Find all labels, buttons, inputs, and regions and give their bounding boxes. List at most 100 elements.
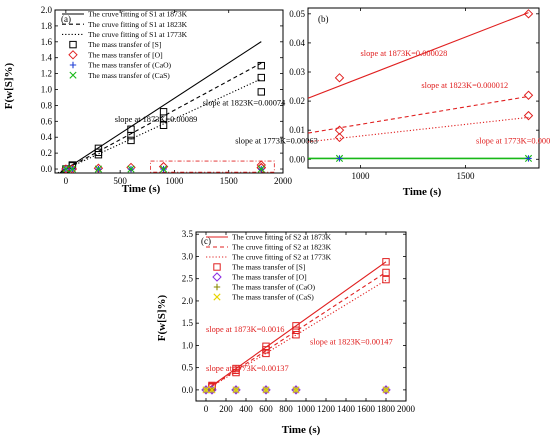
legend-marker xyxy=(69,61,77,69)
y-tick-label: 0.4 xyxy=(41,132,53,142)
y-tick-label: 1.2 xyxy=(41,69,52,79)
y-tick-label: 0.04 xyxy=(289,38,305,48)
x-tick-label: 1500 xyxy=(220,176,239,186)
fit-line xyxy=(308,95,529,134)
y-tick-label: 1.4 xyxy=(41,53,53,63)
data-point-plus xyxy=(525,155,532,162)
y-tick-label: 0.8 xyxy=(41,100,53,110)
y-tick-label: 0.05 xyxy=(289,9,305,19)
legend-label: The cruve fitting of S1 at 1873K xyxy=(88,10,188,19)
slope-annotation: slope at 1773K=0.00063 xyxy=(235,137,318,146)
data-point-plus xyxy=(336,155,343,162)
data-point-square xyxy=(127,131,135,140)
data-point-x xyxy=(159,165,168,173)
legend-marker xyxy=(213,293,221,301)
legend-label: The cruve fitting of S1 at 1773K xyxy=(88,30,188,39)
x-tick-label: 200 xyxy=(219,404,233,414)
data-point-x xyxy=(127,165,135,173)
y-tick-label: 0.02 xyxy=(289,96,305,106)
x-tick-label: 400 xyxy=(239,404,253,414)
data-point-diamond xyxy=(523,110,534,121)
slope-annotation: slope at 1873K=0.0016 xyxy=(206,325,284,334)
data-point-x xyxy=(68,165,76,173)
data-point-x xyxy=(382,386,390,394)
plot-frame xyxy=(54,9,284,174)
chart-panel-1: 1000 1500 0.00 0.01 0.02 0.03 0.04 0.05 Time (s)… xyxy=(289,7,550,198)
legend: The cruve fitting of S1 at 1873K The cruv… xyxy=(62,10,188,80)
data-point-diamond xyxy=(334,132,345,143)
x-tick-label: 1800 xyxy=(377,404,396,414)
legend-label: The mass transfer of [S] xyxy=(88,40,161,49)
y-tick-label: 2.0 xyxy=(41,5,53,15)
x-tick-label: 2000 xyxy=(274,176,293,186)
chart-panel-2: 0 200 400 600 800 1000 1200 1400 1600 1800 2000 0.0… xyxy=(156,229,416,436)
data-point-square xyxy=(382,258,390,266)
x-tick-label: 1500 xyxy=(457,171,476,181)
x-tick-label: 1600 xyxy=(357,404,376,414)
data-point-x xyxy=(292,386,300,394)
x-tick-label: 1000 xyxy=(352,171,371,181)
y-tick-label: 1.0 xyxy=(182,340,194,350)
data-point-square xyxy=(159,121,168,129)
fit-line xyxy=(308,12,529,99)
data-point-diamond xyxy=(523,9,534,19)
y-tick-label: 0.03 xyxy=(289,67,305,77)
data-point-x xyxy=(257,165,265,173)
y-tick-label: 3.5 xyxy=(182,229,194,239)
data-point-x xyxy=(262,386,270,394)
legend-marker xyxy=(69,71,77,79)
x-axis-label: Time (s) xyxy=(403,186,442,198)
legend-marker xyxy=(213,263,221,271)
data-point-square xyxy=(127,136,135,145)
y-tick-label: 3.0 xyxy=(182,251,194,261)
slope-annotation: slope at 1823K=0.00147 xyxy=(310,338,393,347)
data-point-square xyxy=(382,268,390,277)
y-tick-label: 2.0 xyxy=(182,296,194,306)
slope-annotation: slope at 1823K=0.000012 xyxy=(421,81,508,90)
plot-frame xyxy=(307,7,540,169)
x-tick-label: 1400 xyxy=(337,404,356,414)
y-tick-label: 0.0 xyxy=(182,385,194,395)
panel-label: (c) xyxy=(201,236,211,246)
legend-label: The mass transfer of (CaS) xyxy=(232,293,314,302)
slope-annotation: slope at 1873K=0.00089 xyxy=(115,115,198,124)
y-tick-label: 1.8 xyxy=(41,21,53,31)
panel-label: (b) xyxy=(318,14,329,24)
legend-label: The mass transfer of (CaO) xyxy=(88,61,172,70)
plot-area xyxy=(201,258,391,395)
legend-label: The cruve fitting of S2 at 1773K xyxy=(232,253,332,262)
zoom-box xyxy=(150,160,275,173)
legend-marker xyxy=(212,272,222,282)
x-tick-label: 1000 xyxy=(297,404,316,414)
legend-label: The cruve fitting of S2 at 1823K xyxy=(232,243,332,252)
y-tick-label: 2.5 xyxy=(182,274,194,284)
legend-marker xyxy=(213,283,221,291)
chart-panel-0: 0 500 1000 1500 2000 0.0 0.2 0.4 0.6 0.8 1.0 1.2 1.4… xyxy=(3,5,318,195)
legend-label: The mass transfer of [O] xyxy=(88,50,163,59)
y-tick-label: 1.6 xyxy=(41,37,53,47)
data-point-diamond xyxy=(61,164,71,173)
plot-area xyxy=(55,41,275,173)
slope-annotation: slope at 1823K=0.00074 xyxy=(203,98,286,107)
y-tick-label: 1.0 xyxy=(41,85,53,95)
y-tick-label: 0.2 xyxy=(41,148,52,158)
x-tick-label: 600 xyxy=(259,404,273,414)
data-point-x xyxy=(208,386,216,394)
data-point-square xyxy=(292,331,300,339)
legend-label: The mass transfer of (CaO) xyxy=(232,283,316,292)
x-tick-label: 1200 xyxy=(317,404,336,414)
data-point-square xyxy=(257,73,265,82)
y-tick-label: 1.5 xyxy=(182,318,194,328)
data-point-diamond xyxy=(523,90,534,100)
y-tick-label: 0.00 xyxy=(289,154,305,164)
x-tick-label: 0 xyxy=(204,404,209,414)
x-tick-label: 500 xyxy=(113,176,127,186)
y-tick-label: 0.5 xyxy=(182,363,194,373)
data-point-square xyxy=(94,151,103,159)
data-point-diamond xyxy=(381,385,391,395)
slope-annotation: slope at 1773K=0.000008 xyxy=(476,136,550,145)
y-axis-label: F(w[S]%) xyxy=(156,294,168,341)
data-point-square xyxy=(232,368,240,377)
